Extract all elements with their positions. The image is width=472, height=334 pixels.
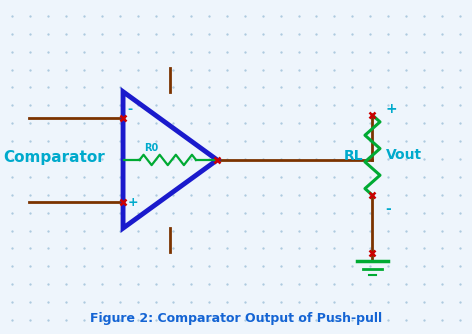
Text: -: - [128,103,133,116]
Text: Figure 2: Comparator Output of Push-pull: Figure 2: Comparator Output of Push-pull [90,312,382,325]
Text: +: + [386,102,397,116]
Text: Comparator: Comparator [3,150,105,165]
Text: RL: RL [343,149,363,163]
Text: +: + [128,196,138,209]
Text: Vout: Vout [386,148,422,162]
Text: R0: R0 [144,143,159,153]
Text: -: - [386,202,391,216]
